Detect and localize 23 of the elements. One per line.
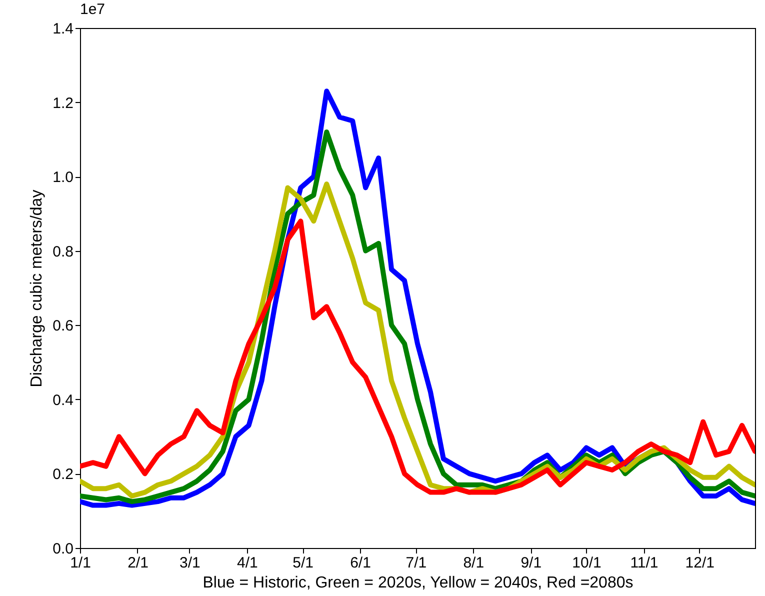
y-tick-label: 0.0 [52, 540, 74, 558]
y-tick-label: 0.4 [52, 392, 74, 409]
x-tick-label: 5/1 [292, 554, 314, 572]
y-tick-label: 1.0 [52, 169, 74, 186]
y-tick-label: 0.6 [52, 318, 74, 335]
x-tick-label: 3/1 [179, 554, 200, 572]
x-tick-label: 7/1 [406, 554, 427, 572]
y-tick-label: 1.2 [52, 94, 74, 112]
y-tick-label: 1.4 [52, 20, 74, 38]
y-tick-label: 0.8 [52, 243, 74, 260]
x-tick-label: 8/1 [463, 554, 484, 572]
x-tick-label: 1/1 [70, 554, 91, 572]
x-axis-title: Blue = Historic, Green = 2020s, Yellow = 2040s, Red =2080s [202, 574, 634, 592]
x-tick-label: 2/1 [128, 554, 148, 572]
y-tick-label: 0.2 [52, 466, 74, 484]
text: 1e7 [80, 1, 106, 18]
y-axis-title: Discharge cubic meters/day [28, 190, 46, 388]
x-tick-label: 4/1 [236, 554, 258, 572]
x-tick-label: 6/1 [350, 554, 371, 572]
x-tick-label: 11/1 [630, 554, 658, 572]
x-tick-label: 9/1 [520, 554, 542, 572]
x-tick-label: 12/1 [685, 554, 714, 572]
x-tick-label: 10/1 [572, 554, 602, 572]
